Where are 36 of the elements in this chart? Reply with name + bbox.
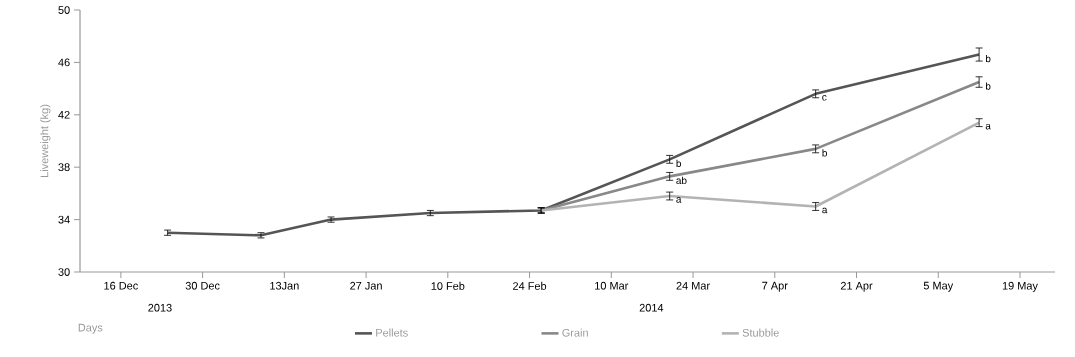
y-tick-label: 30 — [58, 268, 70, 276]
x-tick-label: 24 Mar — [676, 281, 710, 290]
annotation: b — [985, 82, 991, 90]
y-tick-label: 42 — [58, 110, 70, 119]
y-tick-label: 34 — [58, 215, 70, 224]
annotation: b — [676, 159, 682, 167]
annotation: a — [985, 123, 991, 130]
annotation: b — [985, 54, 991, 63]
x-tick-label: 19 May — [1002, 281, 1038, 292]
annotation: b — [822, 149, 827, 157]
x-tick-label: 7 Apr — [762, 281, 788, 292]
x-tick-label: 21 Apr — [840, 281, 873, 292]
legend-label: Stubble — [742, 328, 779, 337]
x-tick-label: 30 Dec — [185, 281, 220, 290]
x-tick-label: 13Jan — [270, 281, 299, 290]
text: 2014 — [639, 303, 664, 312]
text: 2013 — [148, 303, 172, 312]
legend-label: Grain — [562, 328, 588, 337]
y-tick-label: 38 — [58, 163, 70, 172]
y-tick-label: 46 — [58, 58, 70, 67]
x-axis-title: Days — [78, 323, 103, 334]
legend-label: Pellets — [376, 328, 408, 337]
annotation: a — [822, 207, 828, 214]
x-tick-label: 16 Dec — [104, 281, 138, 290]
y-tick-label: 50 — [58, 6, 70, 14]
x-tick-label: 5 May — [923, 281, 954, 292]
line-series — [539, 121, 981, 212]
y-axis-title: Liveweight (kg) — [40, 104, 51, 177]
annotation: ab — [676, 176, 687, 185]
x-tick-label: 24 Feb — [513, 281, 547, 290]
x-tick-label: 10 Mar — [595, 281, 629, 290]
annotation: c — [822, 95, 827, 101]
x-tick-label: 10 Feb — [431, 281, 465, 290]
line-series — [166, 53, 981, 237]
annotation: a — [676, 197, 682, 203]
x-tick-label: 27 Jan — [350, 281, 382, 290]
